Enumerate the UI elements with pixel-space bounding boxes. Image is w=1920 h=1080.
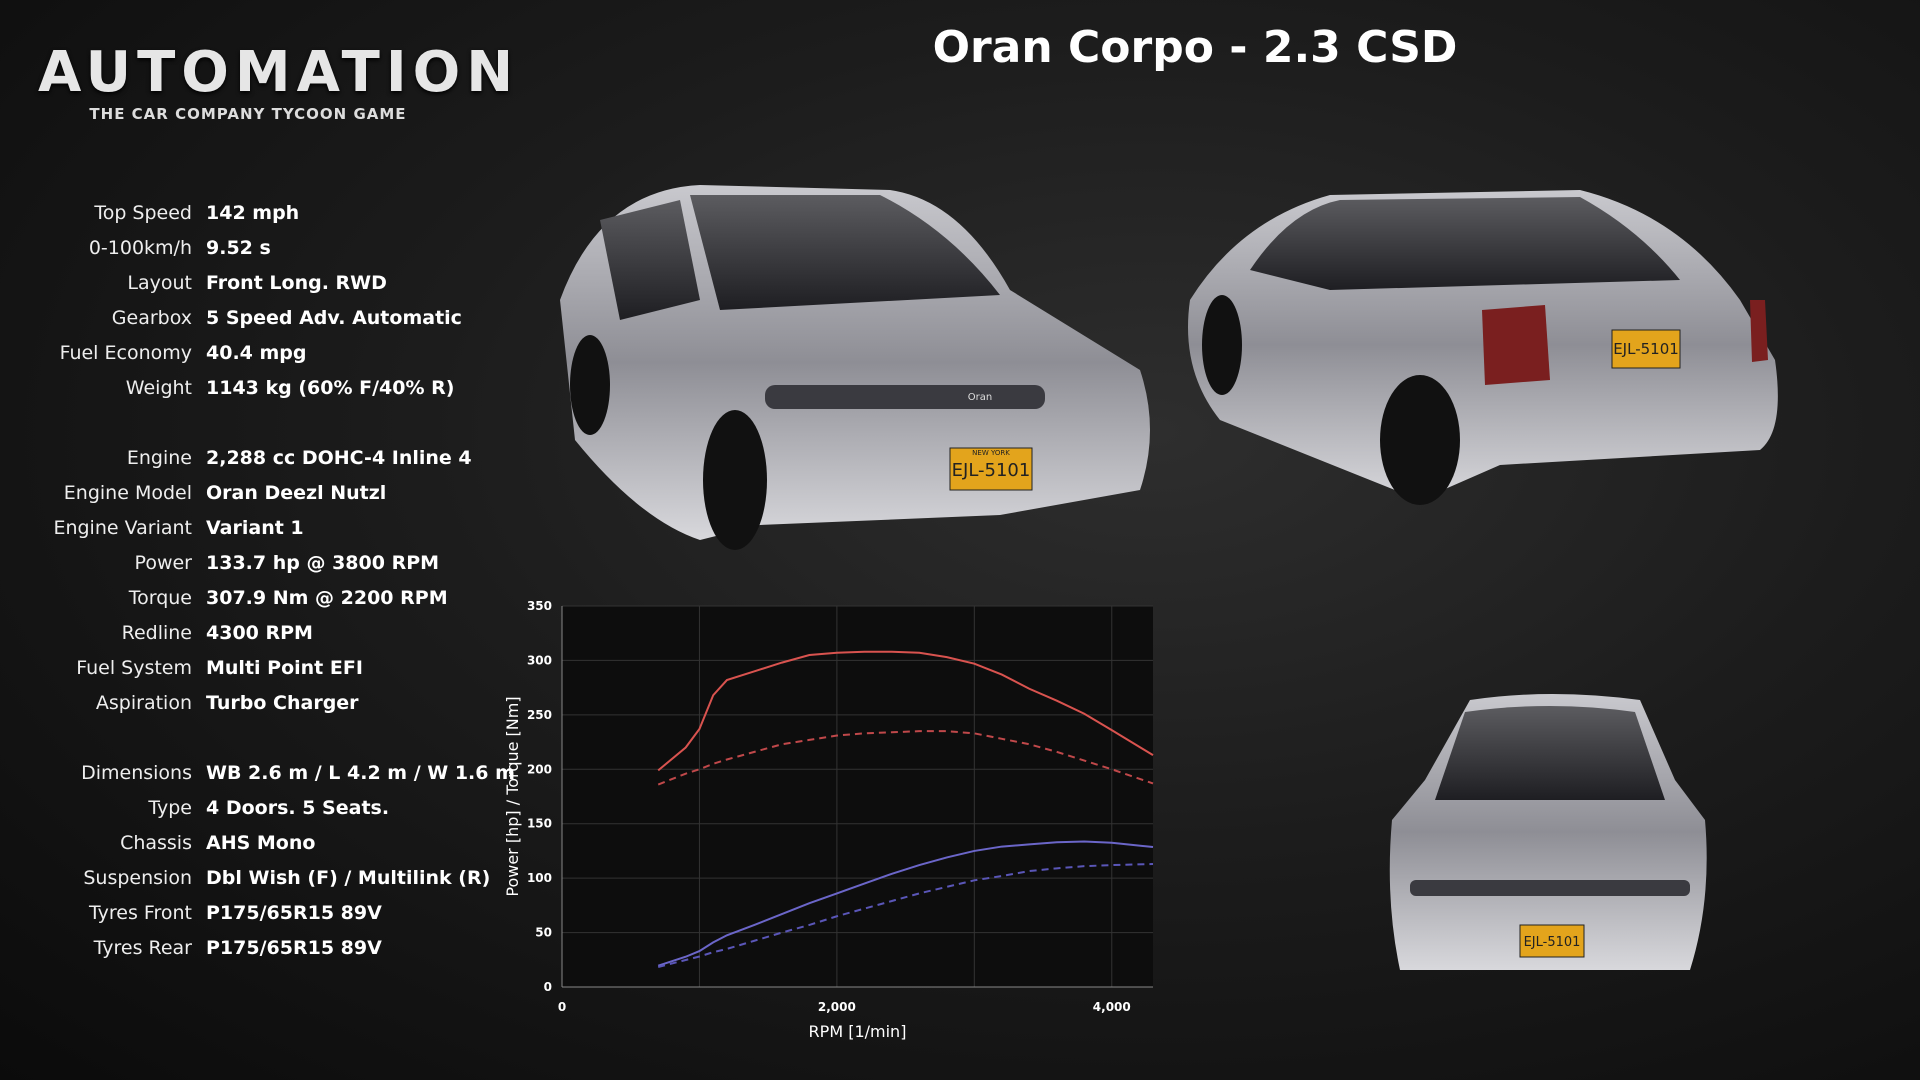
spec-value: 4300 RPM	[206, 622, 313, 644]
spec-label: Tyres Front	[89, 902, 192, 924]
spec-row: Type 4 Doors. 5 Seats.	[0, 791, 520, 826]
spec-label: Redline	[121, 622, 192, 644]
spec-value: Dbl Wish (F) / Multilink (R)	[206, 867, 491, 889]
spec-value: Variant 1	[206, 517, 304, 539]
plate-number: EJL-5101	[1524, 935, 1581, 950]
spec-label: Fuel Economy	[59, 342, 192, 364]
spec-value: 4 Doors. 5 Seats.	[206, 797, 390, 819]
y-tick-label: 250	[527, 708, 552, 722]
plate-state: NEW YORK	[972, 449, 1010, 457]
spec-row: Engine Variant Variant 1	[0, 511, 520, 546]
plate-number: EJL-5101	[952, 460, 1031, 481]
spec-label: Engine Variant	[53, 517, 192, 539]
y-tick-label: 0	[544, 980, 552, 994]
spec-value: 5 Speed Adv. Automatic	[206, 307, 462, 329]
spec-label: Gearbox	[111, 307, 192, 329]
spec-value: 133.7 hp @ 3800 RPM	[206, 552, 440, 574]
spec-label: Type	[148, 797, 192, 819]
spec-value: P175/65R15 89V	[206, 937, 382, 959]
plate-number: EJL-5101	[1613, 340, 1679, 358]
car-title: Oran Corpo - 2.3 CSD	[932, 22, 1458, 73]
spec-label: Weight	[125, 377, 192, 399]
spec-value: Front Long. RWD	[206, 272, 387, 294]
spec-row: Engine 2,288 cc DOHC-4 Inline 4	[0, 441, 520, 476]
spec-label: Power	[134, 552, 192, 574]
spec-row: Engine Model Oran Deezl Nutzl	[0, 476, 520, 511]
curve	[657, 650, 1154, 772]
logo-title: AUTOMATION	[38, 40, 520, 105]
spec-row: Fuel Economy 40.4 mpg	[0, 336, 520, 371]
plot-area	[562, 606, 1153, 987]
spec-label: Engine	[126, 447, 192, 469]
logo: AUTOMATION THE CAR COMPANY TYCOON GAME	[38, 40, 520, 123]
spec-label: Chassis	[120, 832, 192, 854]
curve	[657, 862, 1154, 969]
y-tick-label: 300	[527, 653, 552, 667]
spec-value: 9.52 s	[206, 237, 271, 259]
spec-row: Chassis AHS Mono	[0, 826, 520, 861]
spec-value: 1143 kg (60% F/40% R)	[206, 377, 455, 399]
spec-label: Dimensions	[81, 762, 192, 784]
spec-row: Weight 1143 kg (60% F/40% R)	[0, 371, 520, 406]
spec-row: Torque 307.9 Nm @ 2200 RPM	[0, 581, 520, 616]
spec-value: P175/65R15 89V	[206, 902, 382, 924]
curve	[657, 840, 1154, 967]
spec-label: Aspiration	[95, 692, 192, 714]
spec-value: 142 mph	[206, 202, 300, 224]
car-head-on-view: EJL-5101	[1389, 694, 1707, 970]
spec-value: Multi Point EFI	[206, 657, 363, 679]
x-tick-label: 0	[558, 1000, 566, 1014]
spec-label: 0-100km/h	[88, 237, 192, 259]
spec-row: Top Speed 142 mph	[0, 196, 520, 231]
spec-label: Engine Model	[63, 482, 192, 504]
spec-label: Top Speed	[94, 202, 192, 224]
logo-subtitle: THE CAR COMPANY TYCOON GAME	[89, 105, 407, 123]
power-torque-chart: 0 50 100 150 200 250 300 350 0 2,000 4,000 RPM [1/m…	[503, 599, 1154, 1041]
car-front-view: NEW YORK EJL-5101 Oran	[560, 185, 1150, 550]
spec-row: Tyres Rear P175/65R15 89V	[0, 931, 520, 966]
car-rear-view: EJL-5101	[1188, 190, 1778, 505]
spec-list: Top Speed 142 mph 0-100km/h 9.52 s Layout Fro…	[0, 196, 520, 966]
spec-value: Oran Deezl Nutzl	[206, 482, 387, 504]
spec-row: 0-100km/h 9.52 s	[0, 231, 520, 266]
y-tick-label: 50	[535, 926, 552, 940]
y-axis-label: Power [hp] / Torque [Nm]	[503, 696, 522, 896]
spec-row: Redline 4300 RPM	[0, 616, 520, 651]
spec-label: Fuel System	[76, 657, 192, 679]
spec-row: Dimensions WB 2.6 m / L 4.2 m / W 1.6 m	[0, 756, 520, 791]
y-tick-label: 100	[527, 871, 552, 885]
y-tick-label: 350	[527, 599, 552, 613]
y-tick-label: 200	[527, 762, 552, 776]
spec-value: WB 2.6 m / L 4.2 m / W 1.6 m	[206, 762, 515, 784]
spec-label: Layout	[127, 272, 192, 294]
spec-row: Fuel System Multi Point EFI	[0, 651, 520, 686]
spec-label: Tyres Rear	[93, 937, 192, 959]
spec-label: Suspension	[83, 867, 192, 889]
spec-row: Suspension Dbl Wish (F) / Multilink (R)	[0, 861, 520, 896]
x-axis-label: RPM [1/min]	[809, 1022, 907, 1041]
spec-label: Torque	[128, 587, 192, 609]
y-tick-label: 150	[527, 817, 552, 831]
badge: Oran	[968, 392, 992, 403]
x-tick-label: 4,000	[1093, 1000, 1131, 1014]
spec-row: Tyres Front P175/65R15 89V	[0, 896, 520, 931]
spec-row: Aspiration Turbo Charger	[0, 686, 520, 721]
spec-value: Turbo Charger	[206, 692, 359, 714]
spec-row: Gearbox 5 Speed Adv. Automatic	[0, 301, 520, 336]
spec-value: AHS Mono	[206, 832, 316, 854]
spec-value: 2,288 cc DOHC-4 Inline 4	[206, 447, 472, 469]
spec-row: Layout Front Long. RWD	[0, 266, 520, 301]
x-tick-label: 2,000	[818, 1000, 856, 1014]
curve	[657, 730, 1154, 786]
spec-value: 40.4 mpg	[206, 342, 307, 364]
spec-value: 307.9 Nm @ 2200 RPM	[206, 587, 448, 609]
spec-row: Power 133.7 hp @ 3800 RPM	[0, 546, 520, 581]
